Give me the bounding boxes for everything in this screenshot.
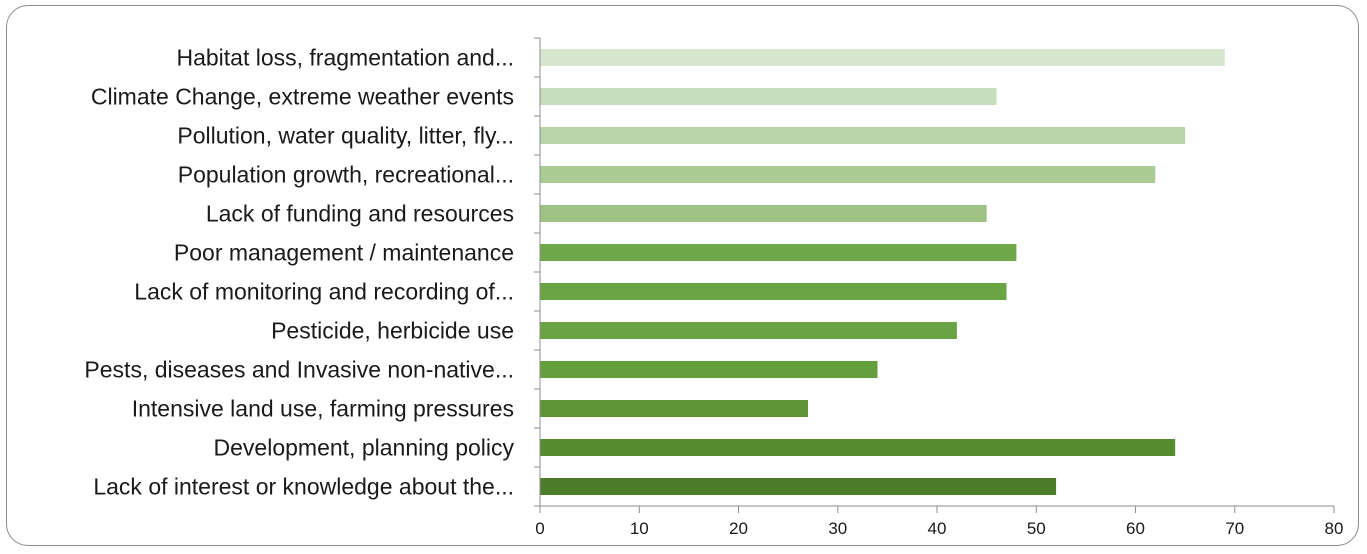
x-tick-label-4: 40 <box>928 519 947 538</box>
category-label-10: Development, planning policy <box>214 435 515 461</box>
category-label-5: Poor management / maintenance <box>174 240 514 266</box>
x-tick-label-7: 70 <box>1225 519 1244 538</box>
category-label-3: Population growth, recreational... <box>178 162 514 188</box>
x-tick-label-3: 30 <box>828 519 847 538</box>
bar-11 <box>540 478 1057 495</box>
bar-7 <box>540 322 957 339</box>
bar-9 <box>540 400 808 417</box>
x-tick-label-6: 60 <box>1126 519 1145 538</box>
bars-layer <box>540 49 1225 495</box>
x-tick-label-8: 80 <box>1325 519 1344 538</box>
bar-8 <box>540 361 878 378</box>
bar-6 <box>540 283 1007 300</box>
bar-5 <box>540 244 1017 261</box>
category-label-6: Lack of monitoring and recording of... <box>134 279 514 305</box>
x-tick-label-0: 0 <box>535 519 544 538</box>
bar-4 <box>540 205 987 222</box>
category-label-0: Habitat loss, fragmentation and... <box>176 45 514 71</box>
category-label-1: Climate Change, extreme weather events <box>91 84 514 110</box>
x-tick-label-1: 10 <box>630 519 649 538</box>
bar-0 <box>540 49 1225 66</box>
category-label-2: Pollution, water quality, litter, fly... <box>177 123 514 149</box>
labels-layer: Habitat loss, fragmentation and... Climat… <box>84 45 1343 539</box>
category-label-9: Intensive land use, farming pressures <box>132 396 514 422</box>
bar-2 <box>540 127 1186 144</box>
category-label-8: Pests, diseases and Invasive non-native.… <box>84 357 514 383</box>
category-label-11: Lack of interest or knowledge about the.… <box>93 474 514 500</box>
category-label-4: Lack of funding and resources <box>206 201 514 227</box>
x-tick-label-2: 20 <box>729 519 748 538</box>
x-tick-label-5: 50 <box>1027 519 1046 538</box>
bar-1 <box>540 88 997 105</box>
category-label-7: Pesticide, herbicide use <box>271 318 514 344</box>
axes-layer <box>534 37 1335 513</box>
bar-10 <box>540 439 1176 456</box>
bar-3 <box>540 166 1156 183</box>
